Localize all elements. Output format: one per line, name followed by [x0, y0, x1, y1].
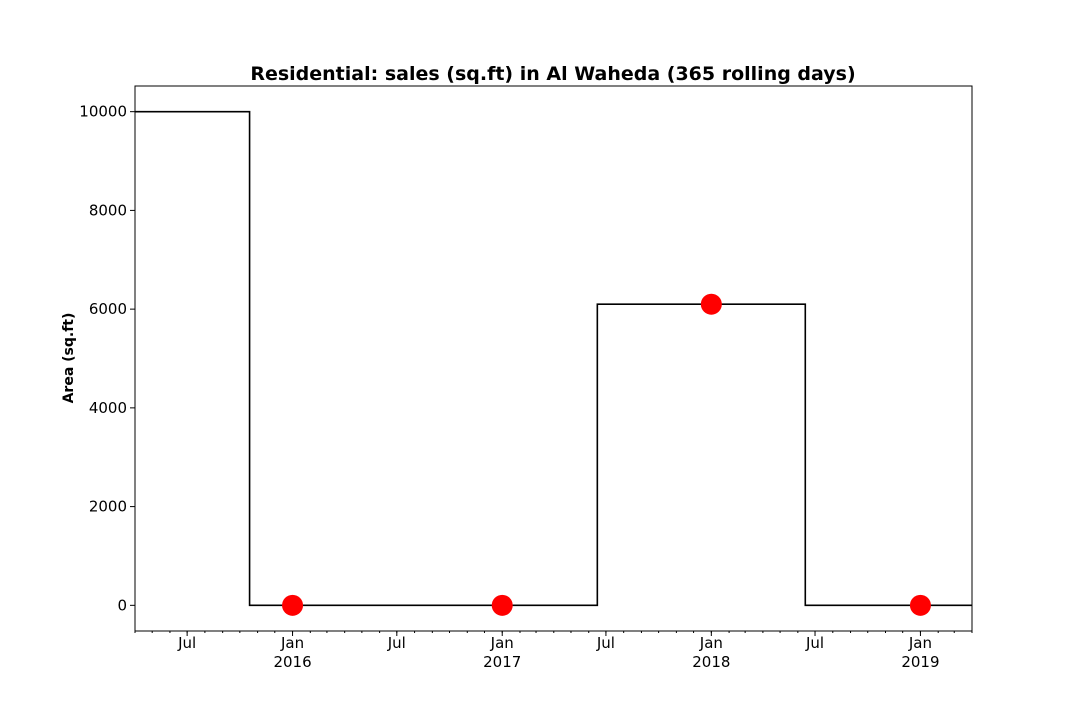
y-axis-label: Area (sq.ft)	[61, 313, 77, 404]
data-point-marker	[909, 594, 931, 616]
plot-area	[135, 110, 972, 616]
x-tick-label: Jul	[177, 634, 196, 652]
chart-title: Residential: sales (sq.ft) in Al Waheda …	[250, 63, 855, 85]
x-tick-label: Jan 2016	[273, 634, 311, 671]
data-point-marker	[700, 293, 722, 315]
x-tick-label: Jan 2017	[483, 634, 521, 671]
x-tick-label: Jul	[387, 634, 406, 652]
x-tick-label: Jan 2019	[901, 634, 939, 671]
data-point-marker	[282, 594, 304, 616]
series-step-line	[135, 110, 972, 607]
y-tick-label: 0	[117, 596, 127, 614]
plot-frame	[134, 85, 973, 632]
x-tick-label: Jul	[596, 634, 615, 652]
x-tick-label: Jul	[805, 634, 824, 652]
data-point-marker	[491, 594, 513, 616]
y-tick-label: 6000	[89, 300, 127, 318]
y-tick-label: 2000	[89, 498, 127, 516]
x-tick-label: Jan 2018	[692, 634, 730, 671]
y-tick-label: 10000	[79, 103, 127, 121]
y-tick-label: 4000	[89, 399, 127, 417]
y-tick-label: 8000	[89, 201, 127, 219]
